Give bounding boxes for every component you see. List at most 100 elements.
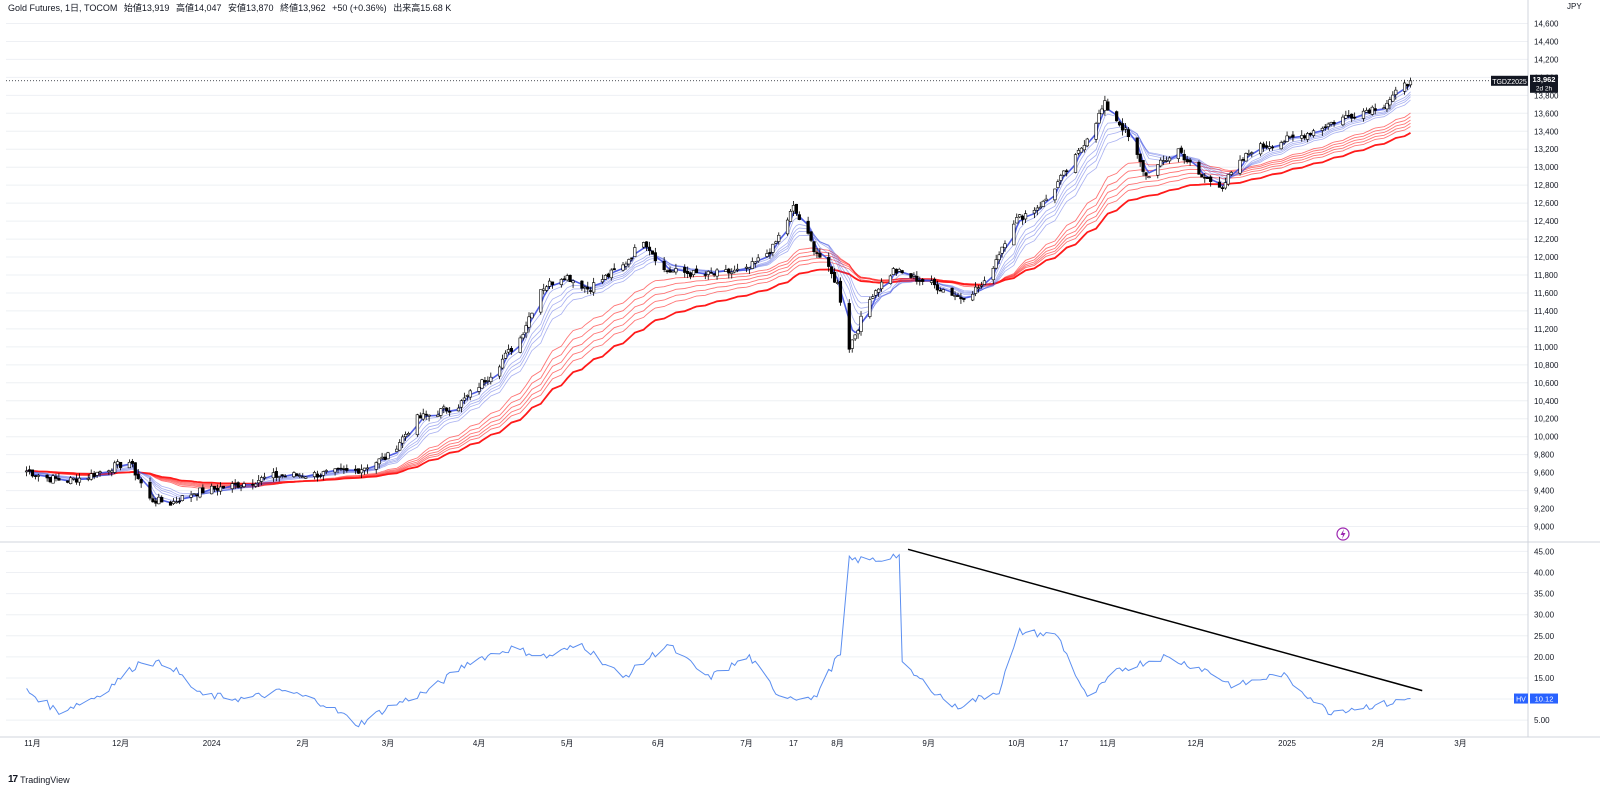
candle-body: [1350, 113, 1354, 119]
candle-body: [1320, 128, 1324, 131]
fast-ma-line: [26, 91, 1411, 500]
candle-body: [274, 471, 278, 478]
price-tick-label: 9,200: [1534, 505, 1555, 514]
time-axis[interactable]: 11月 12月 2024 2月 3月 4月 5月 6月 7月 17 8月 9月 10月 17 11月 12月 2…: [24, 739, 1466, 748]
candle-body: [750, 261, 754, 269]
candle-body: [439, 408, 443, 416]
candle-body: [1200, 174, 1204, 178]
candle-body: [589, 290, 593, 292]
candle-body: [542, 288, 546, 291]
candle-body: [1279, 142, 1283, 150]
candle-body: [1000, 246, 1004, 254]
candle-body: [806, 220, 810, 234]
price-tick-label: 9,800: [1534, 451, 1555, 460]
time-tick-label: 8月: [831, 739, 843, 748]
candle-body: [377, 458, 381, 465]
candle-body: [1353, 116, 1357, 119]
candle-body: [213, 485, 217, 490]
candle-body: [210, 485, 214, 495]
candle-body: [1082, 145, 1086, 151]
candle-body: [929, 280, 934, 283]
price-tick-label: 12,800: [1534, 181, 1559, 190]
candle-body: [242, 483, 246, 487]
candle-body: [868, 299, 872, 317]
candle-body: [339, 467, 343, 470]
legend-close: 終値13,962: [280, 3, 326, 13]
candle-body: [301, 476, 305, 479]
candle-body: [168, 501, 173, 506]
candle-body: [254, 483, 258, 487]
candle-body: [900, 270, 904, 274]
candle-body: [174, 501, 179, 504]
candle-body: [915, 275, 919, 282]
candle-body: [1144, 172, 1148, 176]
candle-body: [1306, 133, 1310, 140]
candle-body: [480, 379, 484, 389]
candle-body: [1053, 188, 1057, 201]
candle-body: [283, 475, 287, 478]
candle-body: [524, 325, 528, 334]
candle-body: [771, 243, 775, 253]
candle-body: [1367, 109, 1371, 114]
tradingview-brand[interactable]: 17 TradingView: [8, 774, 70, 785]
symbol-tag: [1491, 75, 1528, 86]
candle-body: [1391, 94, 1395, 102]
price-tick-label: 13,200: [1534, 145, 1559, 154]
candle-body: [768, 252, 772, 255]
candle-body: [859, 315, 863, 332]
candle-body: [935, 284, 940, 291]
candle-body: [418, 415, 422, 419]
candle-body: [1094, 123, 1098, 140]
trend-line: [907, 548, 1423, 692]
candle-body: [336, 467, 340, 470]
hv-line: [26, 553, 1411, 728]
time-tick-label: 12月: [112, 739, 129, 748]
candle-body: [1188, 159, 1192, 163]
candle-body: [304, 476, 308, 479]
price-tag-value: 13,962: [1533, 75, 1556, 84]
candle-body: [653, 252, 657, 262]
candle-body: [997, 254, 1001, 261]
candle-body: [1164, 160, 1169, 162]
candle-body: [1209, 176, 1213, 182]
candle-body: [918, 280, 922, 282]
candle-body: [1291, 134, 1295, 138]
candle-body: [1156, 164, 1160, 176]
candle-body: [592, 282, 596, 293]
candle-body: [233, 483, 237, 485]
candle-body: [1100, 108, 1104, 115]
candle-body: [386, 452, 390, 460]
hv-value-label: 10.12: [1535, 695, 1554, 704]
currency-label[interactable]: JPY: [1567, 2, 1582, 11]
candle-body: [756, 257, 760, 262]
candle-body: [77, 477, 82, 483]
time-tick-label: 9月: [922, 739, 934, 748]
candle-body: [1162, 160, 1166, 162]
candle-body: [571, 280, 575, 284]
candle-body: [545, 286, 549, 291]
candle-body: [603, 275, 607, 280]
candle-body: [1382, 107, 1386, 110]
candle-body: [277, 476, 281, 478]
candle-body: [312, 472, 317, 477]
price-tick-label: 9,000: [1534, 523, 1555, 532]
candle-body: [1229, 172, 1233, 175]
candle-body: [356, 468, 361, 474]
candle-body: [624, 263, 628, 267]
candle-body: [689, 272, 693, 277]
candle-body: [709, 272, 713, 274]
candle-body: [260, 477, 264, 482]
time-tick-label: 2月: [297, 739, 309, 748]
candle-body: [1282, 141, 1286, 144]
price-tick-label: 9,600: [1534, 469, 1555, 478]
candle-body: [459, 400, 464, 408]
candle-body: [1018, 214, 1022, 218]
candle-body: [1373, 108, 1377, 111]
candle-body: [403, 433, 408, 438]
candle-body: [415, 414, 419, 436]
candle-body: [448, 411, 452, 413]
legend-low: 安値13,870: [228, 3, 274, 13]
candle-body: [421, 413, 425, 420]
price-axis[interactable]: 9,000 9,200 9,400 9,600 9,800 10,000 10,200 10,…: [1534, 19, 1559, 725]
